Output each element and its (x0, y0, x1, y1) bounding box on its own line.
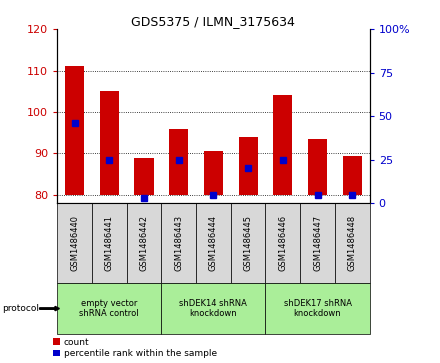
Bar (135, 158, 154, 195)
Bar (308, 139, 327, 195)
Bar (238, 137, 258, 195)
Bar (265, 283, 370, 334)
Bar (57, 203, 92, 283)
Bar (196, 203, 231, 283)
Text: protocol: protocol (2, 304, 39, 313)
Bar (92, 203, 127, 283)
Bar (161, 203, 196, 283)
Bar (65, 66, 84, 195)
Text: empty vector
shRNA control: empty vector shRNA control (80, 299, 139, 318)
Text: GSM1486443: GSM1486443 (174, 215, 183, 271)
Text: GSM1486440: GSM1486440 (70, 215, 79, 271)
Text: GSM1486445: GSM1486445 (244, 215, 253, 271)
Bar (335, 203, 370, 283)
Text: GSM1486447: GSM1486447 (313, 215, 322, 271)
Bar (161, 283, 265, 334)
Bar (204, 151, 223, 195)
Bar (57, 283, 161, 334)
Bar (265, 203, 300, 283)
Bar (273, 95, 292, 195)
Text: shDEK14 shRNA
knockdown: shDEK14 shRNA knockdown (180, 299, 247, 318)
Bar (343, 156, 362, 195)
Text: GSM1486444: GSM1486444 (209, 215, 218, 271)
Bar (231, 203, 265, 283)
Legend: count, percentile rank within the sample: count, percentile rank within the sample (53, 338, 217, 359)
Text: GSM1486448: GSM1486448 (348, 215, 357, 271)
Bar (300, 203, 335, 283)
Text: GSM1486441: GSM1486441 (105, 215, 114, 271)
Bar (169, 129, 188, 195)
Title: GDS5375 / ILMN_3175634: GDS5375 / ILMN_3175634 (132, 15, 295, 28)
Text: shDEK17 shRNA
knockdown: shDEK17 shRNA knockdown (283, 299, 352, 318)
Text: GSM1486442: GSM1486442 (139, 215, 148, 271)
Bar (100, 91, 119, 195)
Bar (127, 203, 161, 283)
Text: GSM1486446: GSM1486446 (279, 215, 287, 271)
